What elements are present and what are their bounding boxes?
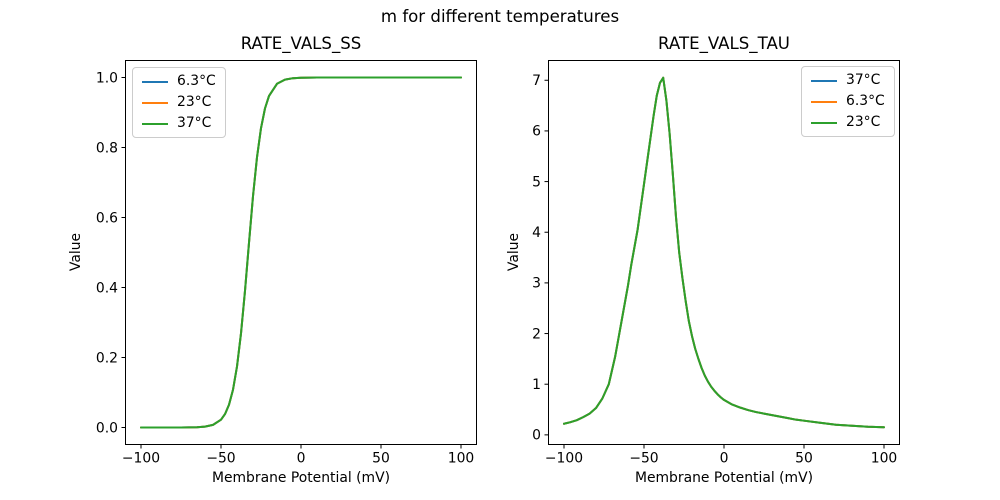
x-tick-label: 0 (720, 451, 729, 467)
x-tick-label: 0 (297, 451, 306, 467)
legend-line-sample (142, 122, 168, 125)
y-tick-label: 0.2 (96, 350, 118, 366)
axes-frame (548, 60, 900, 445)
x-tick-label: −100 (545, 451, 583, 467)
x-tick-label: −50 (206, 451, 235, 467)
legend-label: 37°C (177, 115, 212, 131)
legend-entry: 23°C (811, 115, 885, 130)
x-tick-label: −100 (122, 451, 160, 467)
legend-line-sample (811, 100, 837, 103)
x-tick-label: 100 (448, 451, 475, 467)
x-axis-label-ss: Membrane Potential (mV) (211, 470, 390, 486)
subplot-title-rate-vals-ss: RATE_VALS_SS (240, 34, 362, 53)
legend-label: 37°C (846, 72, 881, 88)
y-tick-label: 1 (532, 377, 541, 393)
legend-entry: 23°C (142, 95, 216, 110)
legend-line-sample (142, 80, 168, 83)
x-tick-label: 50 (372, 451, 390, 467)
y-tick-label: 6 (532, 124, 541, 140)
legend-ss: 6.3°C 23°C 37°C (132, 67, 226, 138)
x-axis-label-tau: Membrane Potential (mV) (634, 470, 813, 486)
subplot-title-rate-vals-tau: RATE_VALS_TAU (658, 34, 790, 53)
x-tick-label: 50 (795, 451, 813, 467)
plot-area-rate-vals-tau: −100 −50 0 50 100 0 1 2 3 4 5 6 7 (532, 60, 900, 467)
legend-entry: 37°C (811, 73, 885, 88)
x-tick-label: −50 (629, 451, 658, 467)
legend-label: 6.3°C (846, 93, 885, 109)
y-tick-label: 2 (532, 326, 541, 342)
legend-line-sample (142, 101, 168, 104)
legend-entry: 37°C (142, 116, 216, 131)
y-axis-label-ss: Value (68, 232, 84, 272)
legend-entry: 6.3°C (811, 94, 885, 109)
curve-ss-37c (140, 76, 462, 429)
legend-label: 23°C (846, 114, 881, 130)
figure-suptitle: m for different temperatures (380, 7, 620, 26)
legend-line-sample (811, 121, 837, 124)
y-tick-label: 1.0 (96, 70, 118, 86)
y-tick-label: 0 (532, 428, 541, 444)
legend-tau: 37°C 6.3°C 23°C (801, 66, 895, 137)
y-tick-label: 7 (532, 73, 541, 89)
y-tick-label: 0.4 (96, 280, 118, 296)
y-tick-label: 4 (532, 225, 541, 241)
y-tick-label: 0.8 (96, 140, 118, 156)
curve-tau-23c (563, 76, 885, 429)
axes-frame (125, 60, 477, 445)
legend-entry: 6.3°C (142, 74, 216, 89)
y-tick-label: 0.6 (96, 210, 118, 226)
x-tick-label: 100 (871, 451, 898, 467)
legend-label: 6.3°C (177, 73, 216, 89)
legend-line-sample (811, 79, 837, 82)
plot-area-rate-vals-ss: −100 −50 0 50 100 0.0 0.2 0.4 0.6 0.8 1.0 (96, 60, 477, 467)
y-tick-label: 0.0 (96, 420, 118, 436)
legend-label: 23°C (177, 94, 212, 110)
y-tick-label: 3 (532, 276, 541, 292)
y-axis-label-tau: Value (506, 232, 522, 272)
y-tick-label: 5 (532, 174, 541, 190)
